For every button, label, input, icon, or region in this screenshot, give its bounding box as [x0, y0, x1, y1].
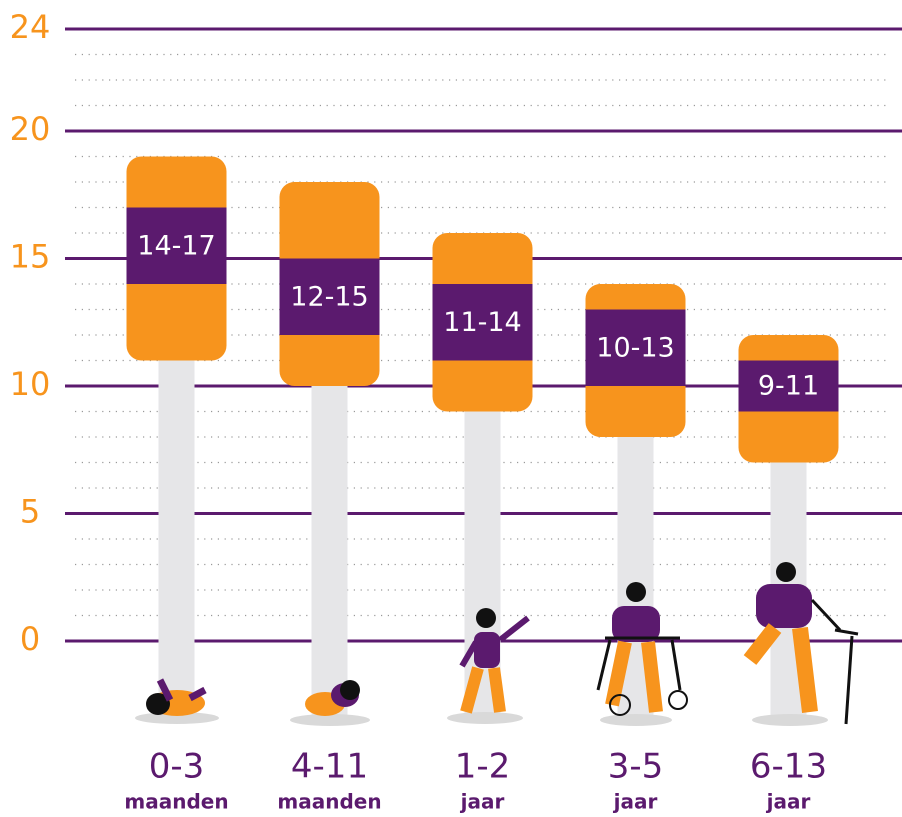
bars: 14-17 0-3 maanden 12-15 4-11 maanden 11-14 1-2 j… [124, 156, 839, 814]
inner-range [279, 258, 380, 335]
x-tick-label: 6-13 [750, 747, 827, 787]
inner-range [432, 284, 533, 361]
y-tick-label: 10 [10, 365, 51, 403]
x-tick-label: 4-11 [291, 747, 368, 787]
inner-range [126, 207, 227, 284]
value-label: 9-11 [758, 371, 819, 402]
stem [311, 386, 348, 718]
value-label: 10-13 [596, 332, 674, 363]
y-tick-label: 24 [10, 8, 51, 46]
figures [135, 562, 859, 726]
y-tick-label: 0 [20, 620, 40, 658]
x-tick-unit: jaar [766, 790, 811, 814]
value-label: 12-15 [290, 281, 368, 312]
y-tick-label: 20 [10, 110, 51, 148]
value-label: 11-14 [443, 307, 521, 338]
stem [158, 360, 195, 718]
y-tick-label: 5 [20, 493, 40, 531]
y-tick-label: 15 [10, 238, 51, 276]
x-tick-unit: maanden [277, 790, 381, 814]
x-tick-label: 1-2 [455, 747, 511, 787]
x-tick-unit: jaar [613, 790, 658, 814]
x-tick-label: 0-3 [149, 747, 205, 787]
x-tick-label: 3-5 [608, 747, 664, 787]
x-tick-unit: maanden [124, 790, 228, 814]
inner-range [585, 309, 686, 386]
x-tick-unit: jaar [460, 790, 505, 814]
inner-range [738, 360, 839, 412]
value-label: 14-17 [137, 230, 215, 261]
